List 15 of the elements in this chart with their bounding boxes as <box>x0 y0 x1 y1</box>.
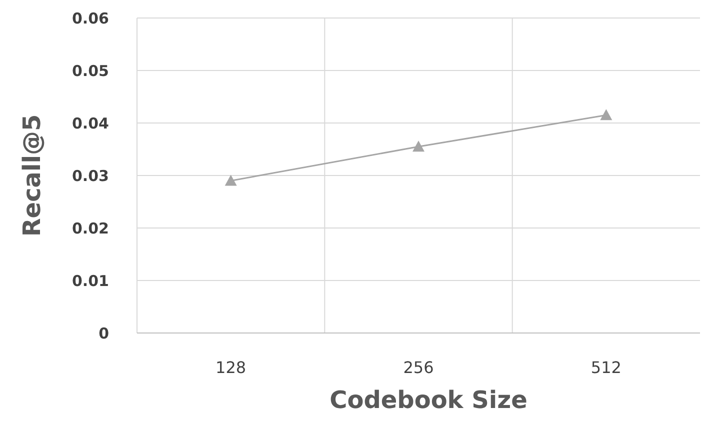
y-axis-title: Recall@5 <box>18 114 46 237</box>
x-tick-label: 256 <box>403 358 434 377</box>
y-tick-label: 0.03 <box>72 166 109 185</box>
x-tick-label: 512 <box>590 358 622 377</box>
y-tick-label: 0.04 <box>72 114 109 132</box>
point <box>600 109 612 120</box>
y-tick-label: 0 <box>98 324 109 342</box>
y-tick-label: 0.02 <box>72 219 109 238</box>
x-axis-title: Codebook Size <box>330 386 528 414</box>
point <box>224 174 237 186</box>
y-tick-label: 0.05 <box>72 62 109 80</box>
point <box>412 140 424 152</box>
x-tick-label: 128 <box>216 358 246 377</box>
y-tick-label: 0.01 <box>72 272 109 290</box>
y-tick-label: 0.06 <box>72 9 109 28</box>
